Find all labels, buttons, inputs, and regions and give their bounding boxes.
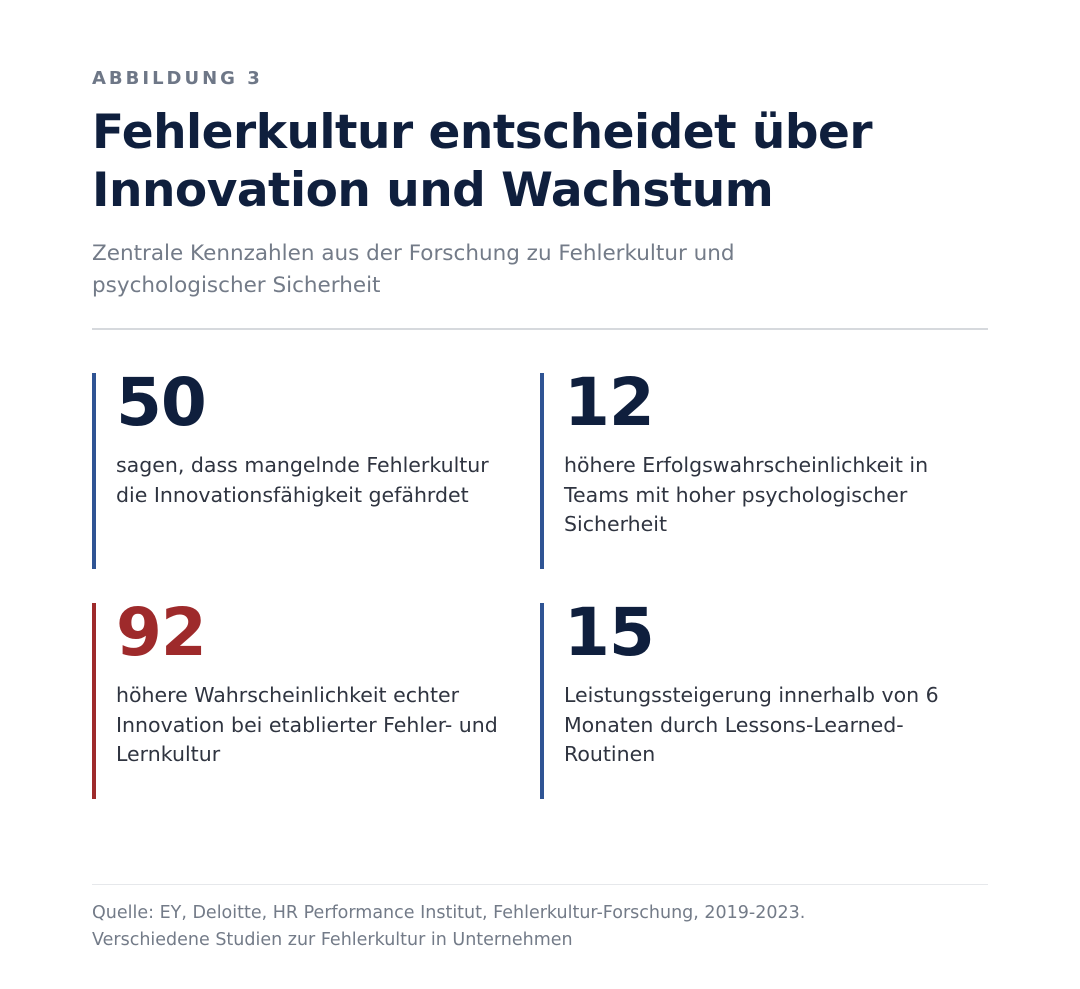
stat-card-success-probability: 12 höhere Erfolgswahrscheinlichkeit in T… <box>540 365 964 569</box>
stat-description: höhere Wahrscheinlichkeit echter Innovat… <box>116 683 498 766</box>
stat-value: 50 <box>116 364 207 441</box>
figure-title: Fehlerkultur entscheidet über Innovation… <box>92 105 873 218</box>
stat-description: Leistungssteigerung innerhalb von 6 Mona… <box>564 683 939 766</box>
source-line-1: Quelle: EY, Deloitte, HR Performance Ins… <box>92 903 806 923</box>
stat-value: 15 <box>564 594 655 671</box>
stat-description: höhere Erfolgswahrscheinlichkeit in Team… <box>564 453 929 536</box>
figure-subtitle: Zentrale Kennzahlen aus der Forschung zu… <box>92 241 735 298</box>
stat-value: 92 <box>116 594 207 671</box>
source-line-2: Verschiedene Studien zur Fehlerkultur in… <box>92 930 573 950</box>
source-note: Quelle: EY, Deloitte, HR Performance Ins… <box>92 900 992 954</box>
stat-description: sagen, dass mangelnde Fehlerkultur die I… <box>116 453 489 507</box>
stat-card-performance-increase: 15 Leistungssteigerung innerhalb von 6 M… <box>540 595 964 799</box>
header-divider <box>92 328 988 330</box>
stat-card-innovation-risk: 50 sagen, dass mangelnde Fehlerkultur di… <box>92 365 516 569</box>
stat-card-innovation-probability: 92 höhere Wahrscheinlichkeit echter Inno… <box>92 595 516 799</box>
figure-label: ABBILDUNG 3 <box>92 68 263 89</box>
stat-value: 12 <box>564 364 655 441</box>
footer-divider <box>92 884 988 885</box>
